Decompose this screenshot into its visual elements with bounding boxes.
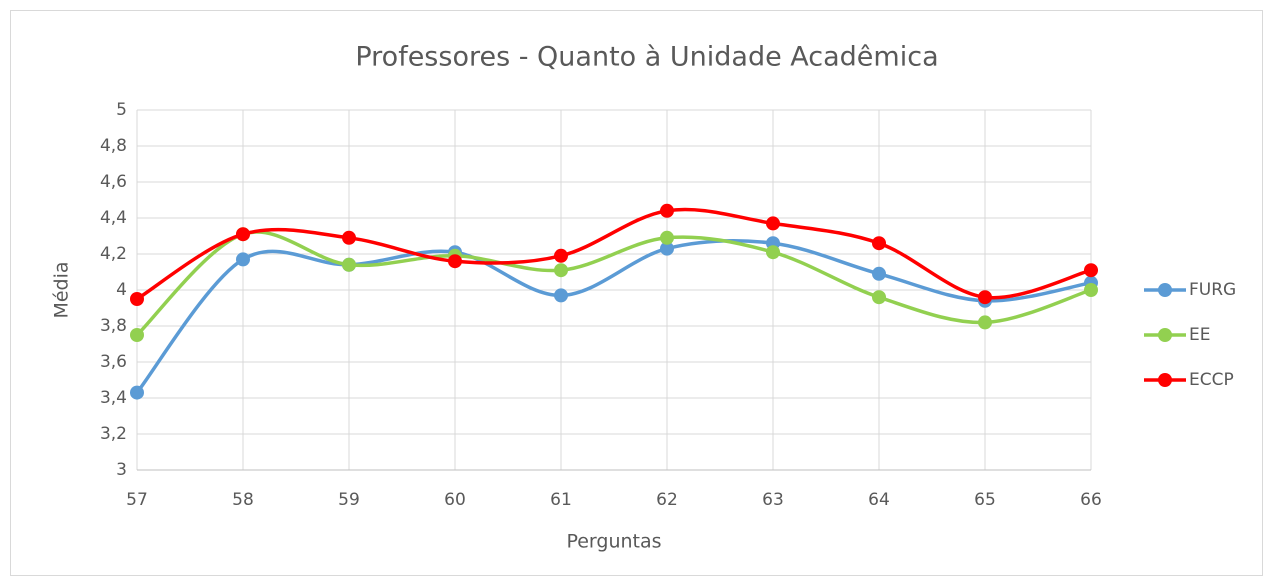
data-point xyxy=(978,290,992,305)
chart-frame xyxy=(10,10,1263,576)
y-tick-label: 4,6 xyxy=(100,172,127,192)
data-point xyxy=(872,290,886,305)
data-point xyxy=(554,288,568,303)
series-line xyxy=(136,207,1092,301)
x-tick-label: 59 xyxy=(338,490,360,510)
data-point xyxy=(766,216,780,231)
data-point xyxy=(130,292,144,306)
legend-marker xyxy=(1158,328,1172,342)
legend-marker xyxy=(1158,283,1172,297)
data-point xyxy=(342,230,356,245)
data-point xyxy=(1084,263,1098,278)
data-point xyxy=(130,385,144,400)
data-point xyxy=(1084,283,1098,297)
data-point xyxy=(236,227,250,242)
y-tick-label: 3 xyxy=(116,460,127,480)
data-point xyxy=(448,254,462,269)
data-point xyxy=(554,263,568,278)
data-point xyxy=(872,266,886,281)
x-tick-label: 61 xyxy=(550,490,572,510)
x-tick-label: 64 xyxy=(868,490,890,510)
data-point xyxy=(660,230,674,245)
data-point xyxy=(660,203,674,218)
x-tick-label: 65 xyxy=(974,490,996,510)
x-tick-label: 57 xyxy=(126,490,148,510)
x-tick-label: 63 xyxy=(762,490,784,510)
y-tick-label: 3,2 xyxy=(100,424,127,444)
y-tick-label: 4,2 xyxy=(100,244,127,264)
y-tick-label: 4,4 xyxy=(100,208,127,228)
y-axis-label: Média xyxy=(51,261,73,318)
y-tick-label: 4 xyxy=(116,280,127,300)
series-line xyxy=(135,239,1092,394)
data-point xyxy=(872,236,886,251)
x-tick-label: 66 xyxy=(1080,490,1102,510)
data-point xyxy=(236,252,250,267)
y-tick-label: 3,6 xyxy=(100,352,127,372)
data-point xyxy=(660,241,674,256)
data-point xyxy=(342,257,356,272)
chart-title: Professores - Quanto à Unidade Acadêmica xyxy=(355,42,938,73)
legend-label: ECCP xyxy=(1189,370,1234,390)
legend-label: FURG xyxy=(1189,280,1236,300)
y-tick-label: 3,8 xyxy=(100,316,127,336)
data-point xyxy=(978,315,992,330)
y-tick-label: 5 xyxy=(116,100,127,120)
data-point xyxy=(766,245,780,260)
x-tick-label: 60 xyxy=(444,490,466,510)
series-line xyxy=(135,230,1092,337)
data-point xyxy=(130,328,144,342)
data-point xyxy=(554,248,568,263)
x-axis-label: Perguntas xyxy=(566,531,661,553)
x-tick-label: 62 xyxy=(656,490,678,510)
legend-marker xyxy=(1158,373,1172,387)
x-tick-label: 58 xyxy=(232,490,254,510)
y-tick-label: 3,4 xyxy=(100,388,127,408)
y-tick-label: 4,8 xyxy=(100,136,127,156)
legend-label: EE xyxy=(1189,325,1210,345)
